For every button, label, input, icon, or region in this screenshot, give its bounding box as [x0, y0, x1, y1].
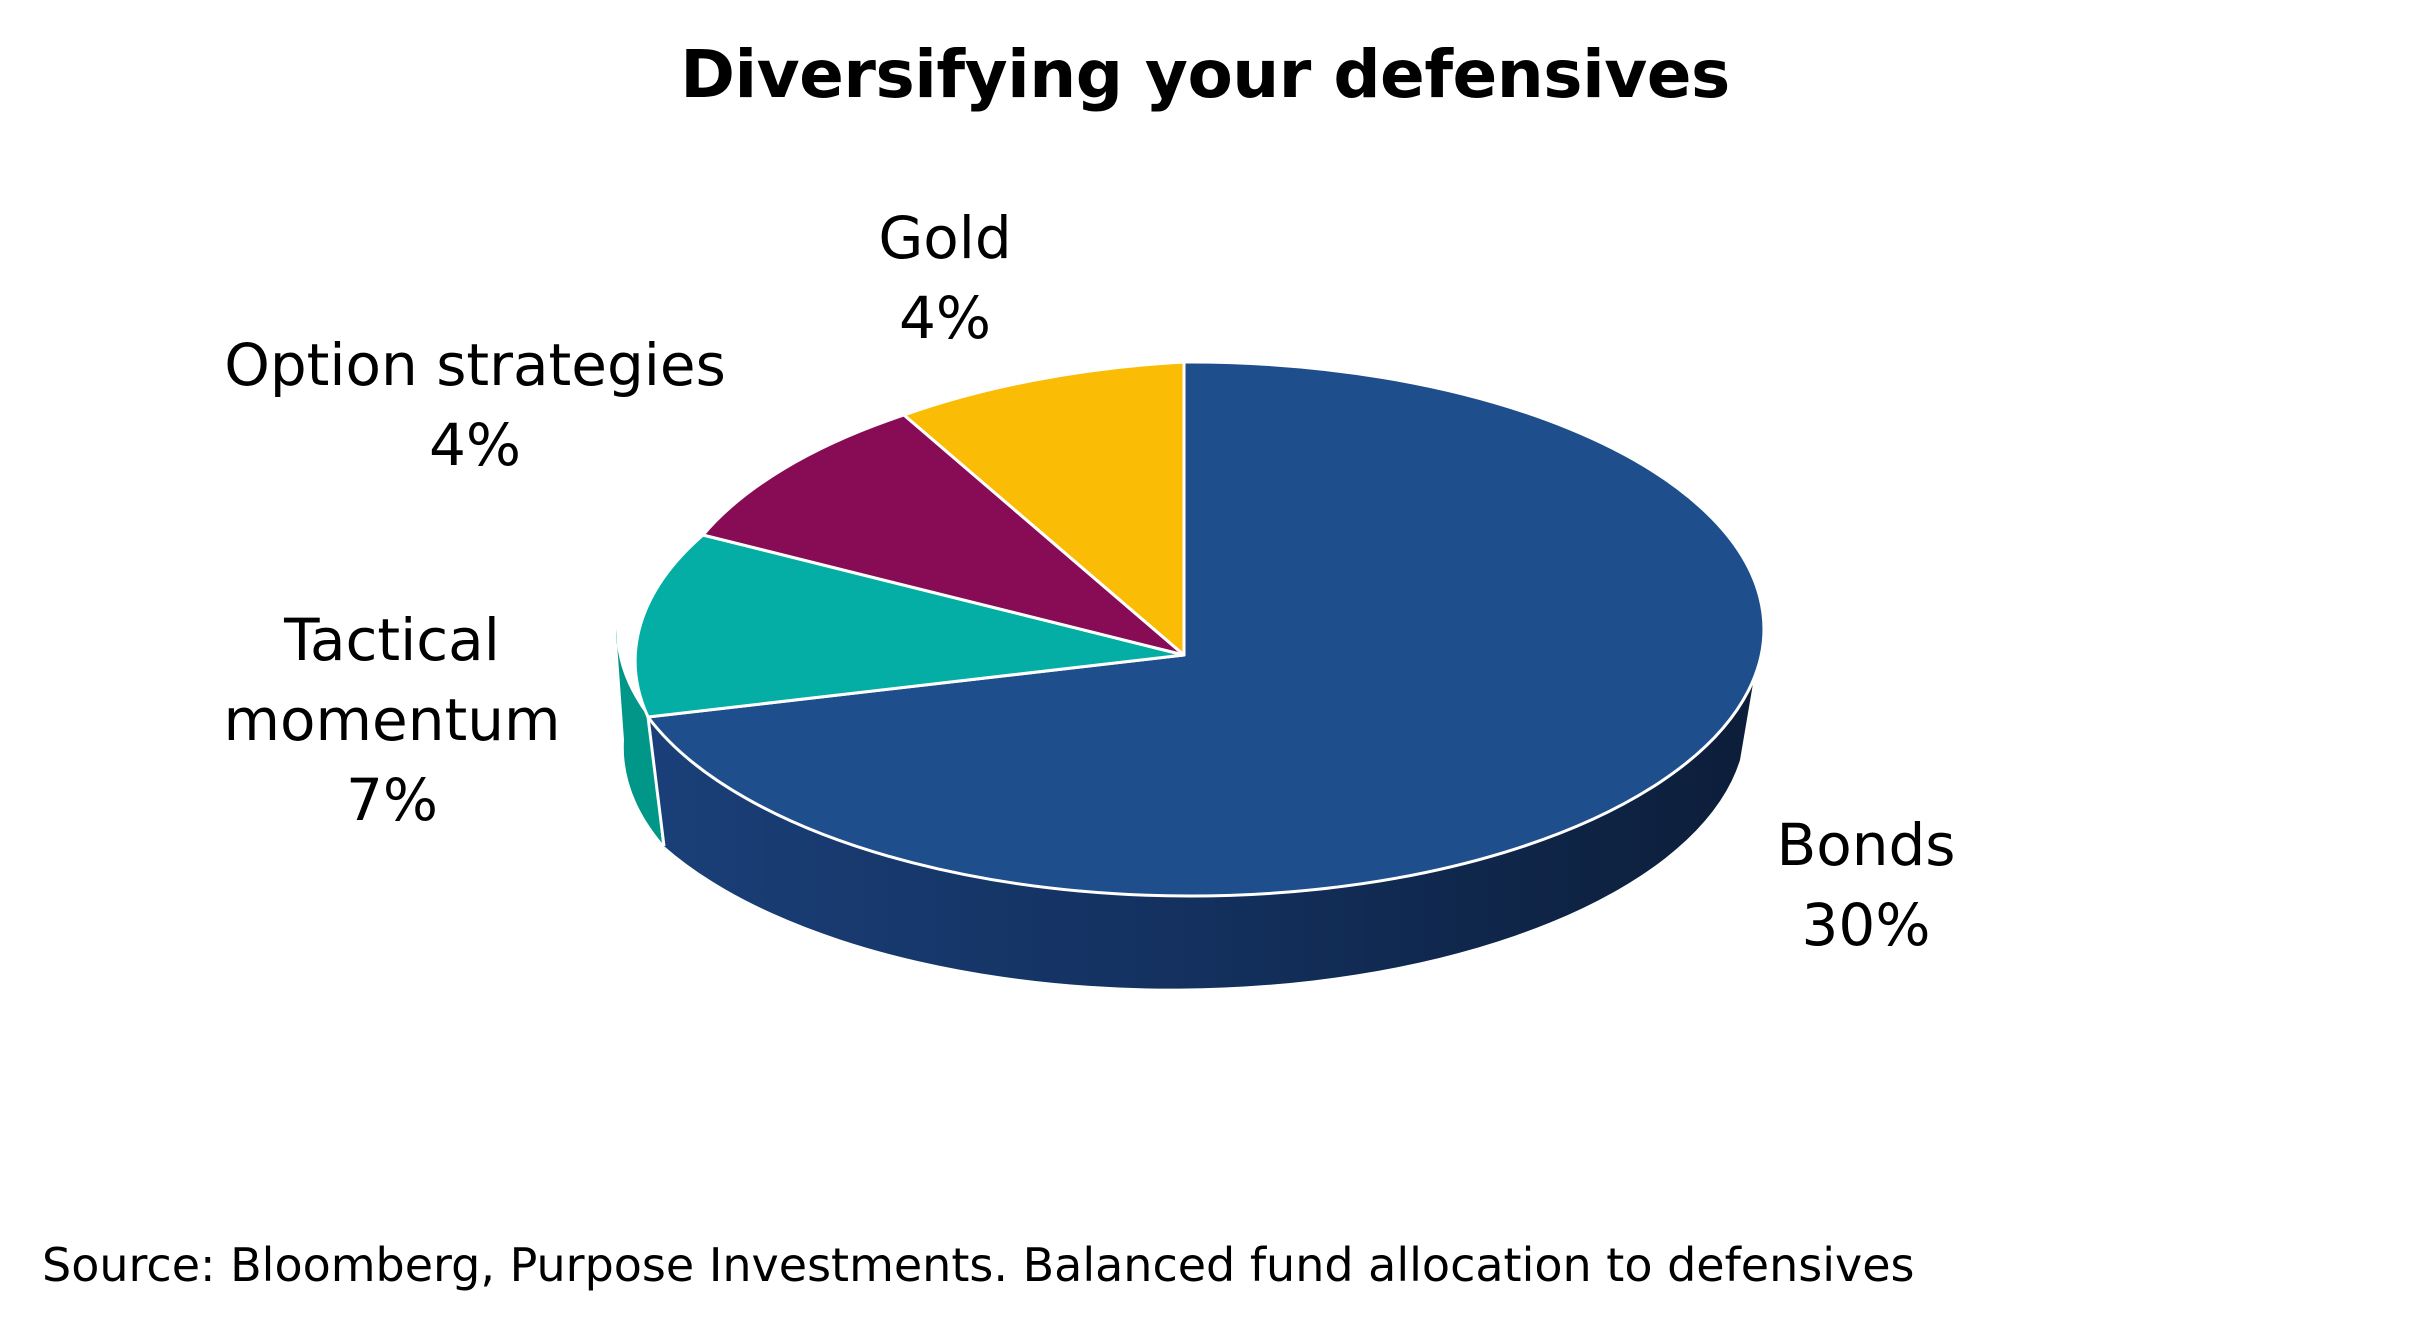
- label-tactical-momentum-name-1: Tactical: [284, 606, 500, 674]
- label-option-strategies-name: Option strategies: [224, 331, 726, 399]
- slice-option-strategies[interactable]: [701, 413, 1186, 657]
- label-tactical-momentum-value: 7%: [345, 766, 438, 834]
- label-tactical-momentum: Tactical momentum 7%: [142, 600, 642, 840]
- label-option-strategies: Option strategies 4%: [175, 325, 775, 485]
- label-bonds-name: Bonds: [1776, 811, 1956, 879]
- tactical-momentum-side: [616, 629, 662, 843]
- source-note: Source: Bloomberg, Purpose Investments. …: [42, 1238, 1915, 1292]
- label-bonds: Bonds 30%: [1716, 805, 2016, 965]
- slice-tactical-momentum[interactable]: [633, 533, 1186, 719]
- pie-side-walls: [616, 629, 1764, 989]
- label-gold-name: Gold: [878, 204, 1012, 272]
- pie-top: [633, 360, 1766, 898]
- bonds-side: [648, 629, 1764, 989]
- label-gold-value: 4%: [898, 284, 991, 352]
- chart-title: Diversifying your defensives: [680, 36, 1730, 113]
- label-gold: Gold 4%: [795, 198, 1095, 358]
- label-tactical-momentum-name-2: momentum: [223, 686, 561, 754]
- label-option-strategies-value: 4%: [428, 411, 521, 479]
- slice-bonds[interactable]: [646, 360, 1766, 898]
- slice-gold[interactable]: [902, 360, 1186, 657]
- label-bonds-value: 30%: [1801, 891, 1931, 959]
